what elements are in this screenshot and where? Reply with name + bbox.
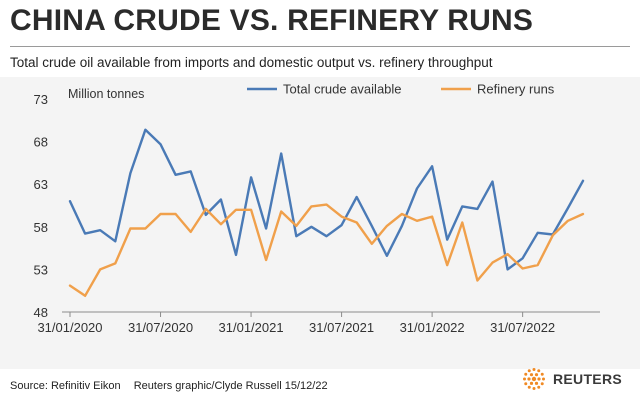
logo-dot bbox=[540, 372, 544, 376]
credit-note: Reuters graphic/Clyde Russell 15/12/22 bbox=[133, 380, 328, 392]
logo-dot bbox=[537, 385, 541, 389]
legend-refinery-runs-label: Refinery runs bbox=[477, 82, 555, 97]
legend-total-crude-label: Total crude available bbox=[283, 82, 402, 97]
source-note: Source: Refinitiv Eikon bbox=[10, 380, 121, 392]
logo-dot bbox=[540, 382, 544, 386]
x-tick-label: 31/07/2022 bbox=[490, 320, 555, 335]
logo-dot bbox=[534, 373, 539, 377]
logo-dot bbox=[531, 376, 537, 382]
logo-dot bbox=[524, 382, 528, 386]
logo-dot bbox=[524, 372, 528, 376]
y-tick-label: 58 bbox=[34, 220, 48, 235]
x-tick-label: 31/01/2022 bbox=[400, 320, 465, 335]
unit-label: Million tonnes bbox=[68, 87, 144, 101]
x-tick-label: 31/01/2020 bbox=[37, 320, 102, 335]
logo-dot bbox=[532, 387, 536, 390]
logo-dot bbox=[527, 369, 531, 373]
y-tick-label: 73 bbox=[34, 92, 48, 107]
y-tick-label: 53 bbox=[34, 262, 48, 277]
series-line-total-crude bbox=[68, 128, 585, 271]
y-tick-label: 48 bbox=[34, 305, 48, 320]
y-tick-label: 63 bbox=[34, 177, 48, 192]
title-divider bbox=[10, 46, 630, 47]
logo-dot bbox=[537, 377, 541, 381]
logo-dot bbox=[523, 377, 526, 381]
footer: Source: Refinitiv Eikon Reuters graphic/… bbox=[10, 380, 328, 392]
x-tick-label: 31/07/2021 bbox=[309, 320, 374, 335]
chart-title: CHINA CRUDE VS. REFINERY RUNS bbox=[10, 4, 534, 37]
reuters-logo: REUTERS bbox=[521, 366, 622, 392]
series-line-refinery-runs bbox=[68, 203, 585, 297]
chart-subtitle: Total crude oil available from imports a… bbox=[10, 55, 493, 70]
reuters-logo-text: REUTERS bbox=[553, 371, 622, 387]
logo-dot bbox=[537, 369, 541, 373]
x-tick-label: 31/01/2021 bbox=[219, 320, 284, 335]
logo-dot bbox=[542, 377, 545, 381]
reuters-logo-icon bbox=[523, 368, 545, 390]
logo-dot bbox=[534, 381, 539, 385]
logo-dot bbox=[529, 373, 534, 377]
logo-dot bbox=[527, 385, 531, 389]
x-tick-label: 31/07/2020 bbox=[128, 320, 193, 335]
logo-dot bbox=[532, 368, 536, 371]
logo-dot bbox=[529, 381, 534, 385]
plot-background bbox=[0, 77, 640, 369]
y-tick-label: 68 bbox=[34, 135, 48, 150]
logo-dot bbox=[527, 377, 531, 381]
